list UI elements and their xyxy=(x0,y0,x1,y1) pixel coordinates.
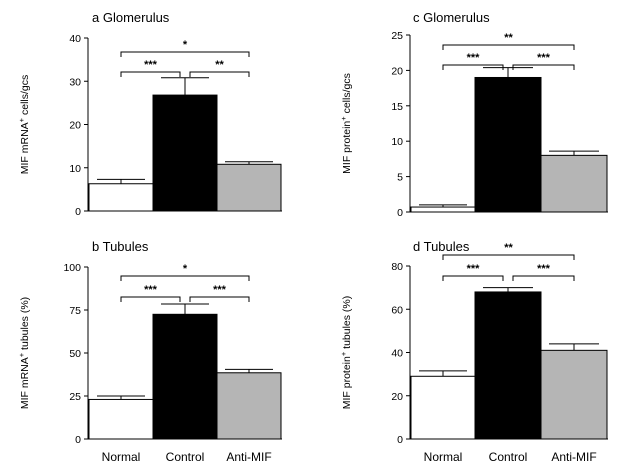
y-axis-label-sup: + xyxy=(17,117,26,122)
chart-title: c Glomerulus xyxy=(413,10,490,25)
y-tick-label: 10 xyxy=(391,136,403,148)
y-tick-label: 80 xyxy=(391,261,403,273)
y-tick-label: 0 xyxy=(75,206,81,218)
y-tick-label: 20 xyxy=(391,391,403,403)
significance-label: * xyxy=(183,263,188,275)
y-tick-label: 60 xyxy=(391,304,403,316)
y-tick-label: 100 xyxy=(63,262,81,274)
significance-label: *** xyxy=(144,284,158,296)
significance-bracket xyxy=(442,275,504,281)
y-axis-label-rest: tubules (%) xyxy=(19,297,31,353)
significance-label: ** xyxy=(504,32,513,44)
y-axis-label-main: MIF mRNA xyxy=(19,357,31,409)
significance-bracket xyxy=(120,296,181,302)
y-tick-label: 20 xyxy=(69,120,81,132)
bar-normal xyxy=(88,398,154,440)
y-axis-label-rest: cells/gcs xyxy=(341,73,353,116)
y-tick-label: 15 xyxy=(391,101,403,113)
significance-label: *** xyxy=(537,263,551,275)
significance-bracket xyxy=(442,64,504,70)
y-axis-label: MIF mRNA+ tubules (%) xyxy=(17,297,31,409)
bar-normal xyxy=(410,206,476,213)
y-tick-label: 5 xyxy=(397,172,403,184)
bar-anti-mif xyxy=(540,349,608,440)
chart-panel-0: a Glomerulus MIF mRNA+ cells/gcs 0 10 20 30 40… xyxy=(17,10,282,218)
y-axis-label: MIF protein+ tubules (%) xyxy=(339,296,353,410)
x-tick-label: Anti-MIF xyxy=(226,450,271,464)
y-tick-label: 30 xyxy=(69,76,81,88)
y-axis-label-main: MIF mRNA xyxy=(19,122,31,174)
y-axis-label-main: MIF protein xyxy=(341,121,353,174)
chart-title: a Glomerulus xyxy=(92,10,170,25)
significance-bracket xyxy=(189,71,250,77)
y-tick-label: 10 xyxy=(69,163,81,175)
significance-bracket xyxy=(189,296,250,302)
y-tick-label: 50 xyxy=(69,348,81,360)
x-tick-label: Normal xyxy=(102,450,141,464)
chart-title: d Tubules xyxy=(413,239,470,254)
bar-control xyxy=(474,291,542,440)
y-tick-label: 40 xyxy=(69,33,81,45)
significance-label: * xyxy=(183,39,188,51)
bar-control xyxy=(152,313,218,440)
x-tick-label: Normal xyxy=(424,450,463,464)
significance-label: *** xyxy=(213,284,227,296)
y-tick-label: 75 xyxy=(69,305,81,317)
y-tick-label: 25 xyxy=(391,30,403,42)
chart-panel-3: d Tubules MIF protein+ tubules (%) 0 20 40 60… xyxy=(339,239,608,464)
significance-bracket xyxy=(512,64,575,70)
y-axis-label-sup: + xyxy=(339,116,348,121)
y-axis-label-sup: + xyxy=(339,351,348,356)
significance-label: *** xyxy=(144,59,158,71)
significance-bracket xyxy=(512,275,575,281)
significance-bracket xyxy=(120,71,181,77)
significance-label: ** xyxy=(215,59,224,71)
y-tick-label: 0 xyxy=(397,434,403,446)
y-tick-label: 0 xyxy=(75,434,81,446)
y-tick-label: 0 xyxy=(397,207,403,219)
x-tick-label: Anti-MIF xyxy=(551,450,596,464)
significance-bracket xyxy=(120,51,250,57)
y-tick-label: 20 xyxy=(391,65,403,77)
y-axis-label-sup: + xyxy=(17,352,26,357)
bar-anti-mif xyxy=(216,163,282,212)
significance-bracket xyxy=(442,254,575,260)
significance-bracket xyxy=(442,44,575,50)
y-tick-label: 25 xyxy=(69,391,81,403)
significance-label: ** xyxy=(504,242,513,254)
y-axis-label: MIF mRNA+ cells/gcs xyxy=(17,75,31,175)
bar-control xyxy=(152,94,218,212)
bar-normal xyxy=(88,183,154,212)
bar-anti-mif xyxy=(216,372,282,440)
x-tick-label: Control xyxy=(166,450,205,464)
significance-label: *** xyxy=(467,263,481,275)
y-axis-label: MIF protein+ cells/gcs xyxy=(339,73,353,174)
bar-normal xyxy=(410,375,476,440)
chart-title: b Tubules xyxy=(92,239,149,254)
y-axis-label-main: MIF protein xyxy=(341,356,353,409)
bar-control xyxy=(474,76,542,213)
x-tick-label: Control xyxy=(489,450,528,464)
chart-panel-1: b Tubules MIF mRNA+ tubules (%) 0 25 50 75 100… xyxy=(17,239,282,464)
bar-anti-mif xyxy=(540,154,608,213)
y-axis-label-rest: tubules (%) xyxy=(341,296,353,352)
significance-label: *** xyxy=(537,52,551,64)
y-axis-label-rest: cells/gcs xyxy=(19,75,31,118)
significance-label: *** xyxy=(467,52,481,64)
significance-bracket xyxy=(120,275,250,281)
y-tick-label: 40 xyxy=(391,348,403,360)
chart-panel-2: c Glomerulus MIF protein+ cells/gcs 0 5 10 15… xyxy=(339,10,608,219)
